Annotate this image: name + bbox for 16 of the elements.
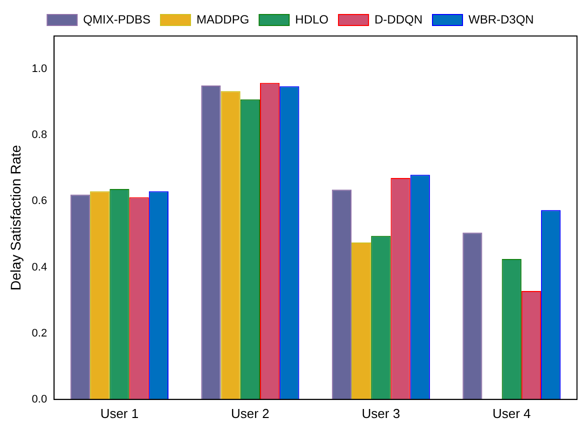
- y-tick-label: 0.0: [32, 393, 48, 406]
- legend-label: QMIX-PDBS: [83, 12, 151, 26]
- legend-label: HDLO: [295, 12, 329, 26]
- legend-label: WBR-D3QN: [468, 12, 534, 26]
- x-tick-label: User 4: [492, 406, 531, 421]
- legend-label: D-DDQN: [374, 12, 423, 26]
- y-tick-label: 0.6: [32, 195, 48, 208]
- y-axis-title: Delay Satisfaction Rate: [7, 144, 24, 290]
- y-tick-label: 0.2: [32, 327, 48, 340]
- x-tick-label: User 1: [100, 406, 139, 421]
- x-tick-label: User 3: [362, 406, 400, 421]
- y-tick-label: 1.0: [32, 63, 48, 76]
- y-tick-label: 0.8: [32, 129, 48, 142]
- y-tick-label: 0.4: [32, 261, 48, 274]
- x-tick-label: User 2: [231, 406, 270, 421]
- legend-label: MADDPG: [196, 12, 250, 26]
